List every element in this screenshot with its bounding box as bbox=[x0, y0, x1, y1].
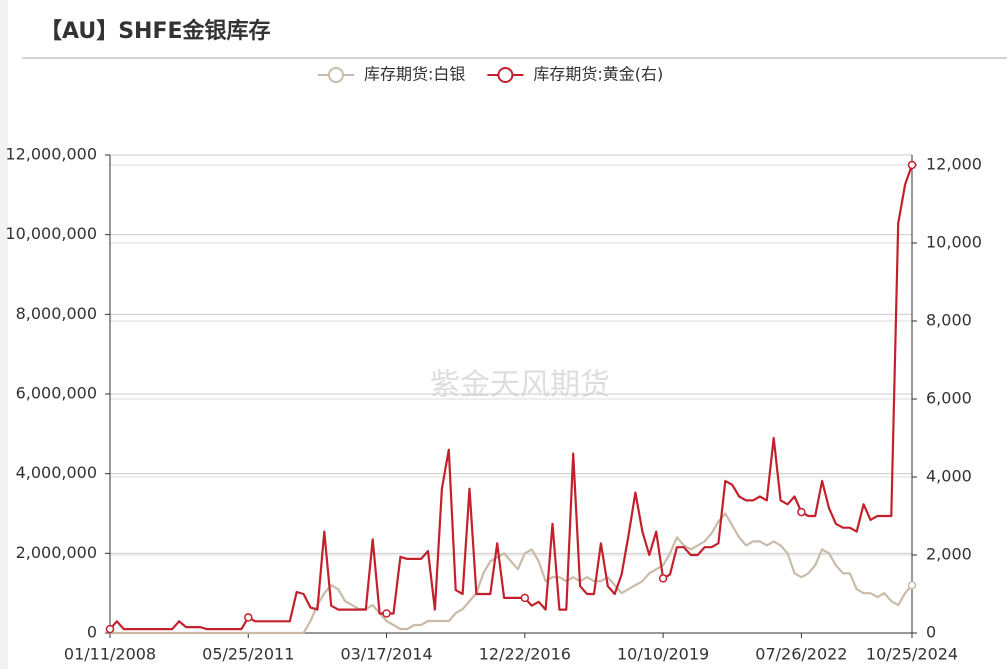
y2-tick-label: 12,000 bbox=[926, 154, 982, 173]
point-marker bbox=[520, 593, 530, 603]
point-marker bbox=[658, 574, 668, 583]
y-tick-label: 6,000,000 bbox=[16, 384, 97, 403]
side-strip bbox=[0, 0, 8, 669]
point-marker bbox=[907, 160, 917, 170]
y-tick-label: 4,000,000 bbox=[16, 463, 97, 482]
legend-symbol bbox=[328, 67, 344, 83]
y-tick-label: 8,000,000 bbox=[16, 304, 97, 323]
y-tick-label: 0 bbox=[87, 623, 97, 642]
x-tick-label: 01/11/2008 bbox=[64, 645, 156, 664]
y2-tick-label: 2,000 bbox=[926, 544, 972, 563]
x-tick-label: 12/22/2016 bbox=[479, 645, 571, 664]
y2-tick-label: 0 bbox=[926, 623, 936, 642]
legend-label: 库存期货:白银 bbox=[364, 65, 465, 84]
y-tick-label: 10,000,000 bbox=[5, 224, 97, 243]
y2-tick-label: 4,000 bbox=[926, 466, 972, 485]
x-tick-label: 03/17/2014 bbox=[340, 645, 432, 664]
point-marker bbox=[244, 613, 253, 622]
point-marker bbox=[382, 609, 391, 618]
x-tick-label: 07/26/2022 bbox=[755, 645, 847, 664]
series-line bbox=[110, 512, 913, 635]
x-tick-label: 10/25/2024 bbox=[866, 645, 958, 664]
legend-symbol bbox=[497, 67, 514, 83]
y2-tick-label: 8,000 bbox=[926, 310, 972, 329]
x-tick-label: 10/10/2019 bbox=[617, 645, 709, 664]
y2-tick-label: 10,000 bbox=[926, 232, 982, 251]
point-marker bbox=[797, 507, 806, 517]
x-tick-label: 05/25/2011 bbox=[202, 645, 294, 664]
series-line bbox=[109, 164, 914, 631]
y2-tick-label: 6,000 bbox=[926, 388, 972, 407]
watermark: 紫金天风期货 bbox=[430, 368, 610, 403]
legend-label: 库存期货:黄金(右) bbox=[533, 65, 663, 84]
point-marker bbox=[907, 580, 917, 590]
y-tick-label: 2,000,000 bbox=[16, 543, 97, 562]
chart-title: 【AU】SHFE金银库存 bbox=[40, 18, 271, 44]
point-marker bbox=[105, 624, 115, 634]
y-tick-label: 12,000,000 bbox=[5, 145, 97, 164]
